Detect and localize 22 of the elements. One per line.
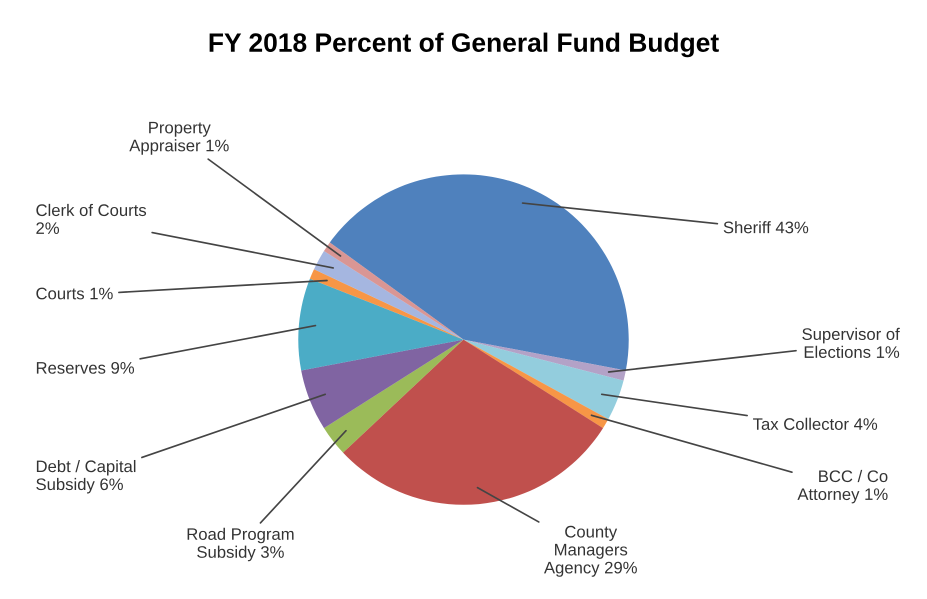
slice-label: Clerk of Courts bbox=[36, 204, 146, 216]
pie-slice bbox=[298, 278, 464, 371]
slice-label: Courts 1% bbox=[36, 288, 113, 300]
slice-label: County Managers Agency 29% bbox=[544, 526, 637, 577]
slice-label: Road Program Subsidy 3% bbox=[188, 528, 294, 562]
pie-slice bbox=[464, 340, 608, 428]
pie-slice bbox=[324, 340, 464, 453]
pie-slice bbox=[464, 340, 624, 420]
slice-label: Property Appraiser 1% bbox=[129, 122, 229, 155]
pie-slice bbox=[310, 269, 464, 340]
slice-label: Debt / Capital Subsidy 6% bbox=[36, 460, 136, 494]
slice-label: Supervisor of Elections 1% bbox=[802, 328, 900, 358]
slice-label: Sheriff 43% bbox=[724, 221, 808, 234]
pie-slice bbox=[464, 340, 626, 381]
data-label: 2% bbox=[36, 222, 60, 234]
slice-label: BCC / Co Attorney 1% bbox=[797, 470, 888, 504]
chart-title: FY 2018 Percent of General Fund Budget bbox=[210, 32, 719, 58]
slice-label: Reserves 9% bbox=[36, 362, 134, 374]
pie-slice bbox=[301, 340, 464, 428]
slice-label: Tax Collector 4% bbox=[753, 418, 878, 430]
pie-slice bbox=[330, 174, 629, 371]
pie-slice bbox=[343, 340, 604, 505]
